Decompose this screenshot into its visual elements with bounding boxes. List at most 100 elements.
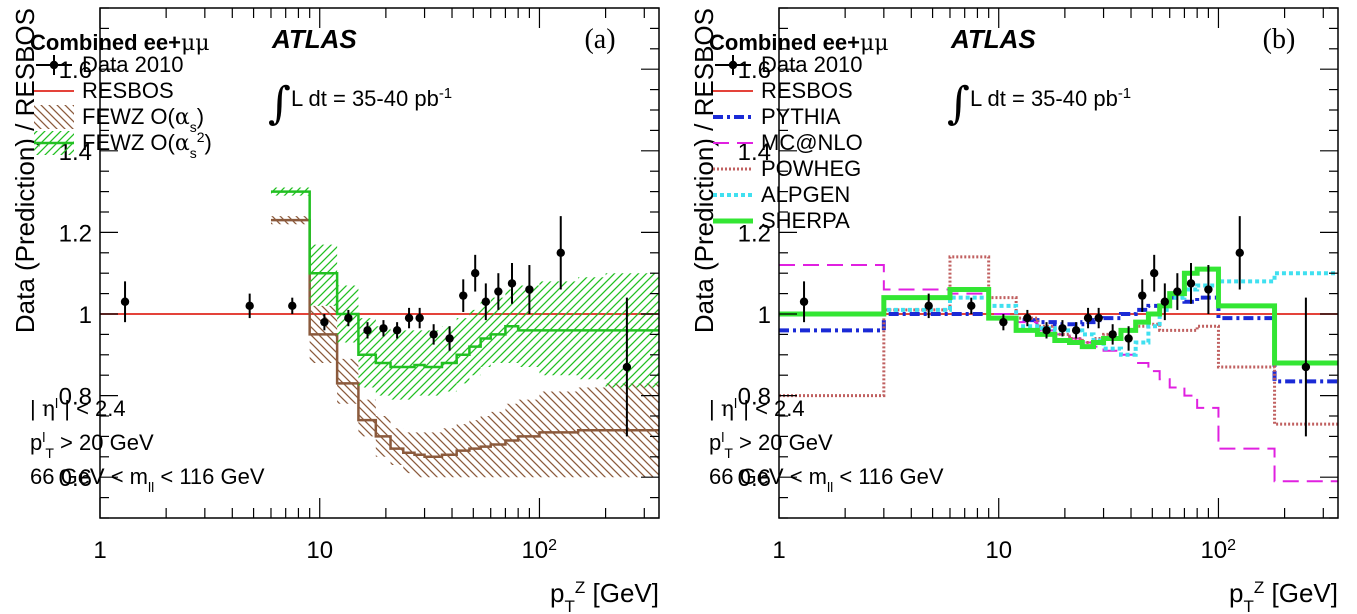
powheg-line [779, 255, 1338, 426]
data-point [1186, 279, 1196, 288]
legend-title: Combined ee+μμ [30, 30, 210, 56]
cut-pt: plT > 20 GeV [709, 429, 833, 461]
fewz-o-s--line [270, 218, 659, 459]
data-point [1071, 326, 1081, 335]
plot-area [100, 187, 659, 478]
legend-title: Combined ee+μμ [709, 30, 889, 56]
panel-label: (a) [584, 24, 615, 55]
y-tick-label: 0.8 [738, 384, 771, 411]
panel-label: (b) [1263, 24, 1296, 55]
data-point [999, 317, 1008, 327]
legend-label: MC@NLO [761, 130, 863, 155]
y-tick-label: 1 [79, 302, 92, 329]
data-point [1160, 297, 1170, 306]
cut-eta: | ηl | < 2.4 [709, 395, 805, 422]
data-point [1108, 330, 1117, 339]
data-point [404, 313, 414, 323]
legend-item: Data 2010 [715, 52, 863, 77]
data-point [924, 301, 933, 311]
data-point [622, 362, 632, 372]
data-point [494, 287, 503, 296]
y-tick-label: 0.6 [59, 465, 92, 492]
data-point [1124, 334, 1133, 343]
data-point [392, 326, 402, 335]
fewz-o-s-2--line [270, 190, 659, 369]
data-point [481, 297, 491, 306]
legend-item: PYTHIA [713, 104, 841, 129]
y-axis-label: Data (Prediction) / RESBOS [689, 8, 719, 333]
mc-nlo-line [779, 264, 1338, 483]
data-point [429, 330, 438, 339]
luminosity-label: L dt = 35-40 pb-1 [970, 85, 1131, 112]
x-axis-label: pTZ [GeV] [1229, 578, 1338, 614]
y-tick-label: 1.2 [738, 220, 771, 247]
legend-label: ALPGEN [761, 182, 850, 207]
y-tick-label: 1.2 [59, 220, 92, 247]
legend-marker [49, 60, 59, 70]
cut-mass: 66 GeV < mll < 116 GeV [30, 464, 265, 495]
data-point [1138, 291, 1147, 300]
legend-label: FEWZ O(αs) [82, 104, 204, 135]
legend-label: SHERPA [761, 208, 850, 233]
y-tick-label: 1.6 [738, 57, 771, 84]
legend-item: RESBOS [713, 78, 853, 103]
data-point [1235, 248, 1244, 257]
sherpa-line [779, 266, 1338, 366]
legend-label: Data 2010 [761, 52, 863, 77]
plot-frame [99, 7, 660, 519]
cut-mass: 66 GeV < mll < 116 GeV [709, 464, 944, 495]
data-point [288, 301, 297, 311]
legend-label: PYTHIA [761, 104, 841, 129]
x-tick-label: 10 [985, 537, 1012, 564]
fewz-o-s--band [270, 216, 659, 478]
data-point [320, 317, 329, 327]
data-point [1094, 313, 1103, 323]
data-point [1204, 285, 1213, 294]
data-point [363, 326, 372, 335]
y-axis-label: Data (Prediction) / RESBOS [10, 8, 40, 333]
legend-label: RESBOS [761, 78, 853, 103]
legend-item: RESBOS [34, 78, 174, 103]
atlas-label: ATLAS [271, 24, 357, 54]
x-tick-label: 102 [1200, 537, 1236, 565]
x-tick-label: 102 [521, 537, 557, 565]
atlas-label: ATLAS [950, 24, 1036, 54]
x-axis-label: pTZ [GeV] [550, 578, 659, 614]
legend-item: FEWZ O(αs) [34, 104, 204, 135]
legend-item: ALPGEN [713, 182, 850, 207]
legend-label: RESBOS [82, 78, 174, 103]
legend-item: SHERPA [713, 208, 850, 233]
data-point [1023, 313, 1032, 323]
legend-item: FEWZ O(αs2) [34, 129, 212, 161]
legend-item: POWHEG [713, 156, 861, 181]
data-point [507, 279, 517, 288]
data-point [1149, 269, 1159, 278]
luminosity-label: L dt = 35-40 pb-1 [291, 85, 452, 112]
data-point [245, 301, 254, 311]
data-point [344, 313, 353, 323]
fewz-o-s-2--band [270, 187, 659, 400]
y-tick-label: 0.8 [59, 384, 92, 411]
x-tick-label: 1 [772, 537, 785, 564]
legend-item: Data 2010 [36, 52, 184, 77]
legend-item: MC@NLO [713, 130, 863, 155]
data-point [459, 291, 468, 300]
plot-frame [778, 7, 1339, 519]
data-point [445, 334, 454, 343]
legend-label: POWHEG [761, 156, 861, 181]
data-point [799, 297, 809, 306]
y-tick-label: 1 [758, 302, 771, 329]
y-tick-label: 1.6 [59, 57, 92, 84]
legend-swatch [34, 105, 74, 129]
data-point [1301, 362, 1311, 372]
legend-label: FEWZ O(αs2) [82, 129, 212, 161]
plot-area [779, 216, 1338, 483]
data-point [1083, 313, 1093, 323]
data-point [556, 248, 565, 257]
data-point [120, 297, 130, 306]
data-point [379, 324, 388, 333]
data-point [1058, 324, 1067, 333]
integral-symbol: ∫ [947, 78, 970, 129]
